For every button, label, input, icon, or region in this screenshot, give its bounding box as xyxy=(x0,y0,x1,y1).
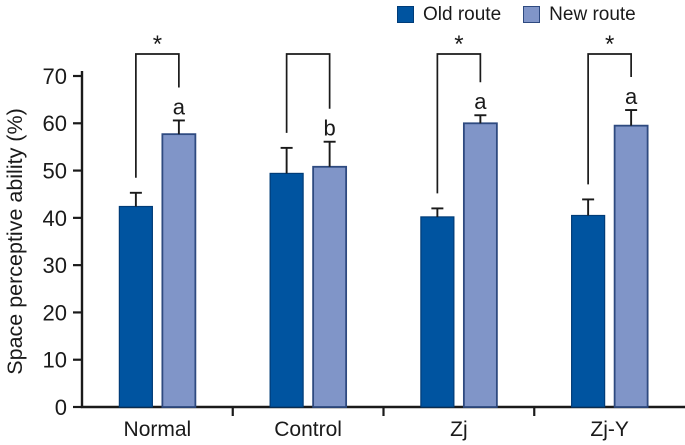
chart-legend: Old route New route xyxy=(397,5,636,24)
x-category-label: Normal xyxy=(124,418,192,441)
legend-label-old-route: Old route xyxy=(423,4,502,25)
comparison-bracket-zj-y xyxy=(587,53,632,185)
y-tick-label: 20 xyxy=(43,300,67,325)
bar-old-route-normal xyxy=(118,205,153,408)
bar-new-route-zj xyxy=(462,122,498,408)
legend-item-new-route: New route xyxy=(523,5,636,24)
bar-new-route-control xyxy=(312,165,348,408)
letter-annotation-control: b xyxy=(324,116,336,141)
bar-old-route-zj xyxy=(420,216,455,408)
comparison-bracket-zj xyxy=(436,53,482,194)
x-category-label: Control xyxy=(274,418,342,441)
x-category-label: Zj xyxy=(450,418,468,441)
x-category-label: Zj-Y xyxy=(590,418,629,441)
legend-swatch-new-route xyxy=(523,6,541,23)
letter-annotation-zj-y: a xyxy=(625,84,638,109)
legend-label-new-route: New route xyxy=(549,4,636,25)
bar-old-route-zj-y xyxy=(571,214,606,408)
y-tick-label: 50 xyxy=(43,158,67,183)
y-tick-label: 40 xyxy=(43,206,67,231)
y-tick-label: 0 xyxy=(55,395,67,420)
letter-annotation-normal: a xyxy=(173,94,186,119)
legend-swatch-old-route xyxy=(397,6,414,23)
significance-star-zj-y: * xyxy=(605,31,614,58)
letter-annotation-zj: a xyxy=(474,89,487,114)
bar-new-route-normal xyxy=(161,133,197,408)
significance-star-normal: * xyxy=(153,31,162,58)
significance-star-zj: * xyxy=(454,31,463,58)
bar-new-route-zj-y xyxy=(613,124,649,408)
y-axis-title: Space perceptive ability (%) xyxy=(3,108,27,374)
y-tick-label: 30 xyxy=(43,253,67,278)
comparison-bracket-normal xyxy=(135,53,180,178)
y-tick-label: 60 xyxy=(43,111,67,136)
comparison-bracket-control xyxy=(285,53,331,133)
y-tick-label: 10 xyxy=(43,348,67,373)
y-tick-label: 70 xyxy=(43,64,67,89)
bar-old-route-control xyxy=(269,172,304,408)
legend-item-old-route: Old route xyxy=(397,5,501,24)
